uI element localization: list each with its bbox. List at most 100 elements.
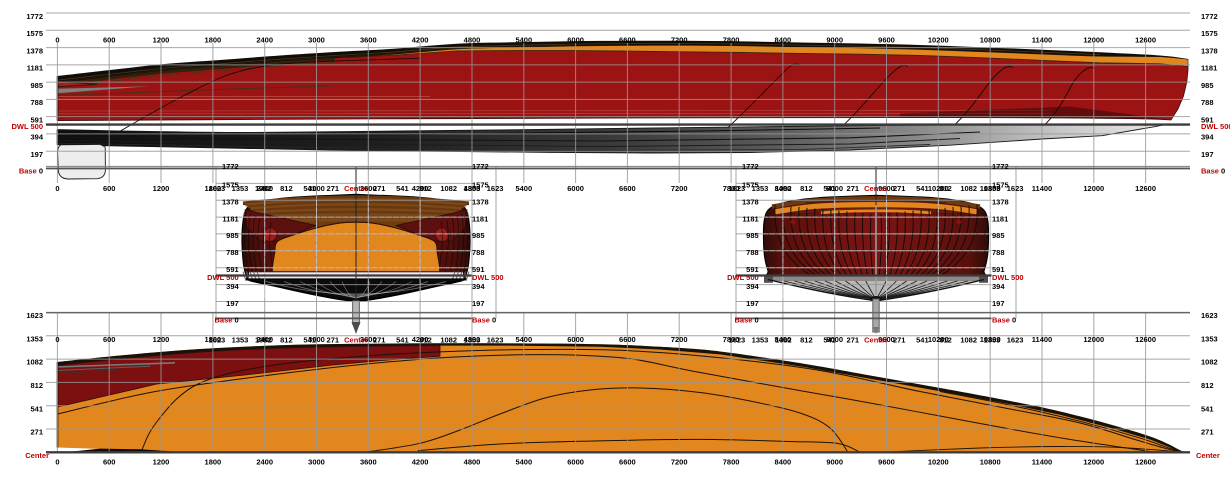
svg-text:788: 788: [746, 248, 759, 257]
svg-text:6600: 6600: [619, 335, 636, 344]
svg-text:271: 271: [1201, 428, 1214, 437]
svg-text:7200: 7200: [671, 335, 688, 344]
svg-text:1200: 1200: [153, 457, 170, 466]
svg-text:541: 541: [823, 184, 836, 193]
svg-text:1575: 1575: [472, 181, 489, 190]
svg-text:1082: 1082: [960, 184, 977, 193]
svg-text:3000: 3000: [308, 457, 325, 466]
svg-text:11400: 11400: [1032, 184, 1052, 193]
svg-text:3600: 3600: [360, 335, 377, 344]
svg-text:5400: 5400: [515, 184, 532, 193]
svg-text:7800: 7800: [723, 457, 740, 466]
svg-text:1772: 1772: [26, 12, 43, 21]
svg-text:6600: 6600: [619, 457, 636, 466]
svg-text:1800: 1800: [205, 35, 222, 44]
svg-text:1353: 1353: [752, 184, 769, 193]
svg-text:4200: 4200: [412, 35, 429, 44]
svg-text:DWL 500: DWL 500: [472, 273, 504, 282]
svg-text:7800: 7800: [723, 335, 740, 344]
svg-text:10800: 10800: [980, 184, 1001, 193]
svg-text:3600: 3600: [360, 184, 377, 193]
svg-text:812: 812: [280, 336, 293, 345]
svg-text:394: 394: [226, 282, 239, 291]
svg-text:1772: 1772: [222, 162, 239, 171]
svg-text:271: 271: [327, 184, 340, 193]
svg-text:591: 591: [746, 265, 759, 274]
svg-text:7800: 7800: [723, 184, 740, 193]
svg-text:8400: 8400: [775, 184, 792, 193]
svg-text:DWL 500: DWL 500: [207, 273, 239, 282]
svg-text:4800: 4800: [464, 335, 481, 344]
svg-text:600: 600: [103, 335, 116, 344]
svg-text:591: 591: [1201, 115, 1214, 124]
svg-text:394: 394: [472, 282, 485, 291]
svg-text:812: 812: [939, 184, 952, 193]
svg-text:11400: 11400: [1032, 35, 1052, 44]
svg-text:8400: 8400: [775, 457, 792, 466]
svg-text:9000: 9000: [826, 457, 843, 466]
svg-text:1082: 1082: [255, 184, 272, 193]
svg-text:5400: 5400: [515, 35, 532, 44]
svg-text:1200: 1200: [153, 35, 170, 44]
svg-text:4800: 4800: [464, 184, 481, 193]
svg-text:2400: 2400: [256, 457, 273, 466]
svg-text:10200: 10200: [928, 35, 949, 44]
svg-text:197: 197: [746, 299, 759, 308]
svg-text:1575: 1575: [26, 29, 43, 38]
svg-text:985: 985: [472, 231, 485, 240]
svg-text:10200: 10200: [928, 335, 949, 344]
svg-text:788: 788: [226, 248, 239, 257]
svg-text:10800: 10800: [980, 35, 1001, 44]
svg-text:788: 788: [30, 98, 43, 107]
svg-text:7200: 7200: [671, 457, 688, 466]
svg-text:541: 541: [823, 336, 836, 345]
svg-text:1082: 1082: [960, 336, 977, 345]
svg-text:2400: 2400: [256, 35, 273, 44]
svg-text:4200: 4200: [412, 335, 429, 344]
svg-text:9600: 9600: [878, 335, 895, 344]
svg-text:197: 197: [226, 299, 239, 308]
svg-text:6600: 6600: [619, 35, 636, 44]
svg-text:541: 541: [396, 336, 409, 345]
svg-text:1082: 1082: [775, 336, 792, 345]
svg-text:541: 541: [916, 184, 929, 193]
svg-text:1623: 1623: [487, 184, 504, 193]
svg-text:DWL 500: DWL 500: [1201, 122, 1230, 131]
svg-text:1181: 1181: [1201, 64, 1217, 73]
svg-text:1353: 1353: [984, 184, 1001, 193]
svg-text:1623: 1623: [209, 184, 226, 193]
svg-text:Base 0: Base 0: [735, 316, 759, 325]
svg-text:3000: 3000: [308, 35, 325, 44]
svg-text:1575: 1575: [742, 181, 759, 190]
svg-text:1353: 1353: [232, 184, 249, 193]
svg-text:1800: 1800: [205, 335, 222, 344]
svg-text:1181: 1181: [742, 214, 758, 223]
svg-text:4800: 4800: [464, 35, 481, 44]
svg-text:1623: 1623: [729, 184, 746, 193]
svg-text:1623: 1623: [26, 311, 43, 320]
svg-text:1378: 1378: [742, 198, 759, 207]
svg-text:541: 541: [1201, 404, 1214, 413]
svg-text:DWL 500: DWL 500: [727, 273, 759, 282]
svg-text:1082: 1082: [26, 358, 43, 367]
svg-text:6600: 6600: [619, 184, 636, 193]
svg-text:10200: 10200: [928, 457, 949, 466]
svg-text:394: 394: [1201, 133, 1214, 142]
svg-text:1575: 1575: [1201, 29, 1218, 38]
svg-text:6000: 6000: [567, 457, 584, 466]
svg-text:271: 271: [373, 184, 386, 193]
svg-text:1772: 1772: [742, 162, 759, 171]
svg-text:541: 541: [396, 184, 409, 193]
svg-text:3000: 3000: [308, 184, 325, 193]
svg-text:541: 541: [303, 336, 316, 345]
svg-text:DWL 500: DWL 500: [11, 122, 43, 131]
svg-text:Center: Center: [1196, 451, 1220, 460]
svg-text:9600: 9600: [878, 35, 895, 44]
svg-text:812: 812: [419, 184, 432, 193]
svg-text:985: 985: [226, 231, 239, 240]
svg-text:271: 271: [30, 428, 43, 437]
svg-text:9000: 9000: [826, 335, 843, 344]
svg-text:Base 0: Base 0: [19, 166, 43, 175]
svg-text:Base 0: Base 0: [992, 316, 1016, 325]
svg-text:600: 600: [103, 35, 116, 44]
